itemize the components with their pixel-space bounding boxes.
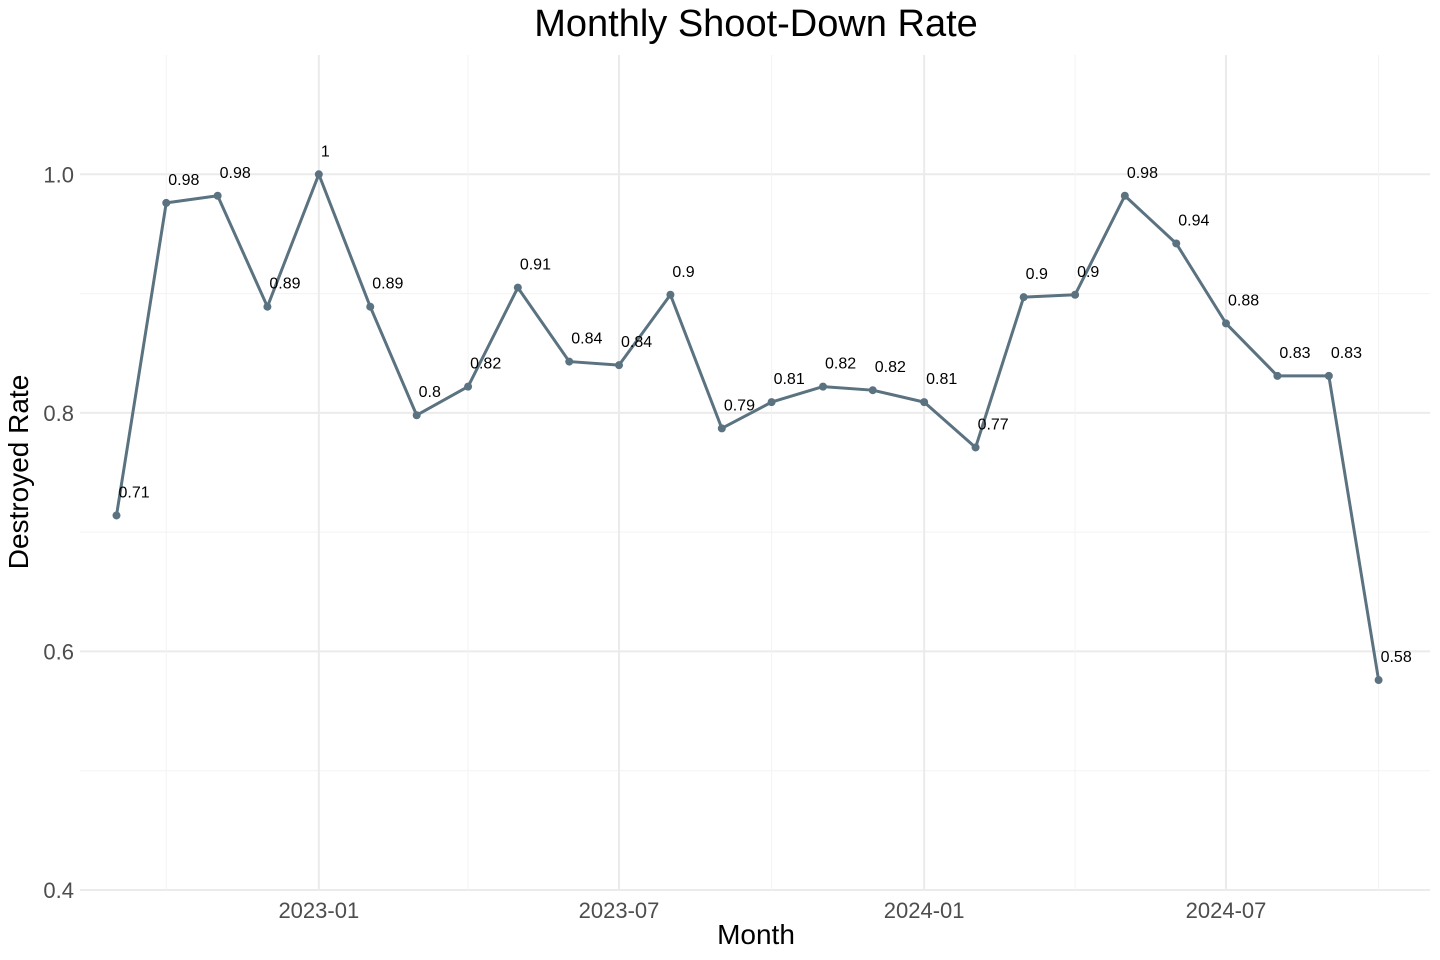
- y-tick-label: 1.0: [43, 162, 74, 187]
- data-label: 0.94: [1178, 212, 1209, 229]
- data-point: [366, 302, 375, 311]
- data-label: 0.8: [419, 384, 441, 401]
- data-point: [513, 283, 522, 292]
- data-point: [818, 382, 827, 391]
- y-tick-label: 0.4: [43, 878, 74, 903]
- data-label: 0.84: [621, 334, 652, 351]
- data-point: [263, 302, 272, 311]
- data-label: 0.81: [774, 371, 805, 388]
- data-point: [565, 357, 574, 366]
- data-label: 0.98: [168, 172, 199, 189]
- data-point: [464, 382, 473, 391]
- data-point: [1374, 676, 1383, 685]
- points-layer: [112, 170, 1383, 685]
- data-point: [971, 443, 980, 452]
- data-label: 1: [321, 143, 330, 160]
- data-point: [1120, 191, 1129, 200]
- data-point: [1071, 290, 1080, 299]
- x-tick-label: 2024-01: [884, 898, 965, 923]
- data-label: 0.91: [520, 257, 551, 274]
- series-layer: [115, 172, 1381, 681]
- data-label: 0.79: [724, 397, 755, 414]
- data-point: [412, 411, 421, 420]
- data-point: [314, 170, 323, 179]
- data-label: 0.89: [269, 276, 300, 293]
- series-line: [115, 172, 1381, 681]
- data-labels-layer: 0.71 0.98 0.98 0.89 1 0.89 0.8 0.82 0.91 0.84 0.84…: [118, 143, 1411, 666]
- data-point: [162, 198, 171, 207]
- data-label: 0.83: [1331, 345, 1362, 362]
- data-point: [615, 361, 624, 370]
- grid: [80, 55, 1430, 891]
- data-point: [1019, 293, 1028, 302]
- tick-labels-layer: 0.4 0.6 0.8 1.0 2023-01 2023-07 2024-01 2024-07: [43, 162, 1266, 923]
- data-label: 0.82: [825, 356, 856, 373]
- data-point: [1273, 371, 1282, 380]
- data-point: [1222, 319, 1231, 328]
- data-point: [717, 424, 726, 433]
- data-point: [868, 386, 877, 395]
- y-axis-title: Destroyed Rate: [3, 375, 34, 570]
- data-label: 0.98: [1127, 165, 1158, 182]
- y-tick-label: 0.6: [43, 639, 74, 664]
- data-label: 0.82: [470, 356, 501, 373]
- data-point: [666, 290, 675, 299]
- x-tick-label: 2023-07: [579, 898, 660, 923]
- data-label: 0.89: [372, 276, 403, 293]
- data-label: 0.58: [1381, 649, 1412, 666]
- data-label: 0.9: [1077, 264, 1099, 281]
- chart-title: Monthly Shoot-Down Rate: [534, 3, 978, 45]
- data-point: [767, 398, 776, 407]
- x-axis-title: Month: [717, 919, 795, 950]
- data-label: 0.84: [571, 331, 602, 348]
- data-label: 0.71: [118, 484, 149, 501]
- x-tick-label: 2024-07: [1186, 898, 1267, 923]
- data-label: 0.98: [220, 165, 251, 182]
- data-label: 0.83: [1279, 345, 1310, 362]
- data-point: [1324, 371, 1333, 380]
- y-tick-label: 0.8: [43, 401, 74, 426]
- data-label: 0.9: [1026, 266, 1048, 283]
- data-label: 0.81: [926, 371, 957, 388]
- data-label: 0.77: [978, 416, 1009, 433]
- data-label: 0.9: [672, 264, 694, 281]
- data-point: [213, 191, 222, 200]
- data-label: 0.82: [875, 359, 906, 376]
- data-label: 0.88: [1228, 292, 1259, 309]
- x-tick-label: 2023-01: [278, 898, 359, 923]
- data-point: [1172, 239, 1181, 248]
- data-point: [112, 511, 121, 520]
- data-point: [920, 398, 929, 407]
